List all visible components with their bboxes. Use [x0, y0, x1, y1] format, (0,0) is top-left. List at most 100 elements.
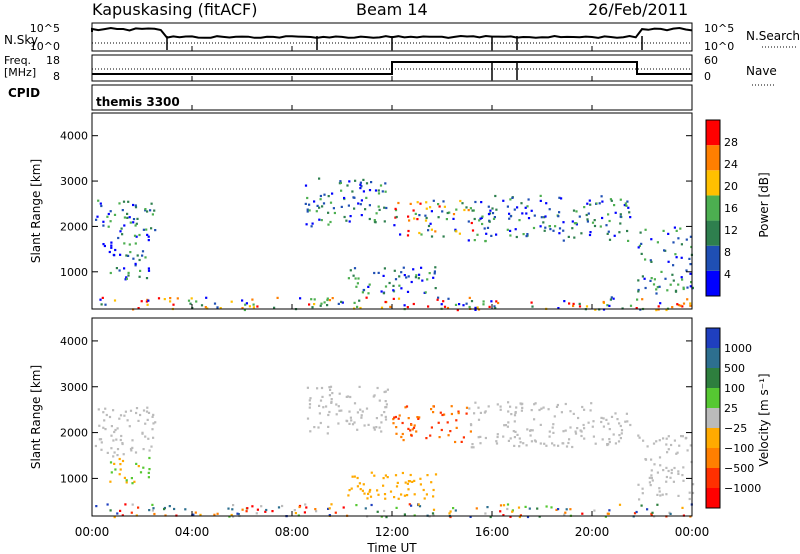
- power-cell: [599, 225, 602, 228]
- power-cell: [688, 257, 691, 260]
- velocity-cell: [353, 475, 356, 478]
- velocity-cell: [509, 437, 512, 440]
- velocity-cell: [582, 423, 585, 427]
- power-cell: [146, 210, 149, 213]
- power-cell: [359, 306, 362, 310]
- velocity-cell: [154, 421, 157, 424]
- power-cell: [129, 221, 132, 224]
- velocity-cell: [618, 434, 621, 437]
- power-cell: [573, 236, 576, 239]
- velocity-cell: [502, 435, 505, 438]
- velocity-cell: [425, 493, 428, 496]
- power-cell: [405, 276, 408, 279]
- velocity-cell: [116, 427, 119, 430]
- power-cell: [522, 233, 525, 236]
- power-cell: [359, 187, 362, 190]
- power-cell: [689, 304, 692, 307]
- colorbar-tick-label: 8: [724, 246, 731, 259]
- power-cell: [377, 205, 380, 208]
- power-cell: [474, 306, 477, 309]
- velocity-cell: [385, 403, 388, 406]
- velocity-cell: [641, 487, 644, 490]
- velocity-cell: [227, 507, 230, 510]
- power-cell: [204, 306, 207, 309]
- velocity-cell: [688, 497, 691, 501]
- power-cell: [635, 307, 638, 310]
- y-tick-label: 3000: [60, 175, 88, 188]
- velocity-cell: [691, 491, 695, 495]
- power-cell: [675, 229, 678, 232]
- power-cell: [671, 306, 674, 309]
- power-cell: [557, 307, 560, 310]
- velocity-cell: [129, 447, 133, 451]
- velocity-cell: [526, 515, 530, 519]
- power-cell: [681, 305, 684, 308]
- power-cell: [571, 227, 574, 230]
- y-tick-label: 2000: [60, 220, 88, 233]
- velocity-cell: [507, 421, 510, 424]
- velocity-cell: [112, 409, 115, 412]
- power-cell: [609, 298, 612, 301]
- velocity-cell: [383, 411, 386, 414]
- colorbar-segment: [706, 245, 720, 271]
- power-cell: [124, 278, 127, 281]
- power-cell: [331, 297, 334, 300]
- power-cell: [539, 225, 542, 228]
- velocity-cell: [413, 424, 416, 427]
- power-cell: [320, 219, 323, 222]
- velocity-cell: [335, 403, 338, 406]
- station-title: Kapuskasing (fitACF): [92, 0, 257, 19]
- power-cell: [163, 298, 166, 301]
- velocity-cell: [548, 430, 551, 433]
- velocity-cell: [432, 488, 435, 492]
- velocity-cell: [506, 503, 510, 506]
- power-cell: [119, 253, 122, 256]
- power-cell: [118, 202, 121, 205]
- velocity-cell: [265, 508, 268, 512]
- velocity-cell: [142, 466, 145, 469]
- power-cell: [638, 244, 641, 247]
- velocity-cell: [150, 445, 153, 448]
- velocity-cell: [507, 439, 510, 442]
- velocity-cell: [551, 442, 554, 445]
- velocity-cell: [375, 417, 378, 420]
- power-cell: [241, 307, 244, 310]
- velocity-cell: [592, 435, 595, 438]
- power-cell: [509, 234, 512, 237]
- velocity-cell: [606, 443, 609, 447]
- velocity-cell: [651, 511, 654, 514]
- power-cell: [526, 205, 529, 208]
- velocity-cell: [583, 408, 586, 411]
- power-cell: [626, 200, 629, 203]
- power-cell: [508, 212, 511, 215]
- power-cell: [575, 210, 578, 213]
- power-cell: [108, 250, 111, 254]
- power-cell: [399, 233, 402, 236]
- power-cell: [150, 202, 153, 205]
- velocity-cell: [110, 471, 113, 474]
- velocity-cell: [130, 477, 133, 480]
- power-cell: [669, 283, 672, 286]
- power-cell: [109, 210, 112, 213]
- velocity-cell: [441, 413, 444, 417]
- power-cell: [414, 276, 417, 279]
- power-cell: [373, 219, 376, 222]
- velocity-cell: [504, 424, 507, 427]
- power-cell: [548, 225, 551, 228]
- power-cell: [104, 303, 107, 306]
- power-cell: [470, 300, 474, 303]
- power-cell: [345, 219, 348, 222]
- nsearch-label: N.Search: [746, 29, 800, 43]
- velocity-cell: [637, 434, 640, 437]
- power-cell: [482, 300, 485, 303]
- velocity-cell: [601, 438, 604, 441]
- velocity-cell: [518, 437, 521, 440]
- power-cell: [394, 278, 398, 281]
- power-cell: [656, 286, 659, 289]
- velocity-cell: [330, 398, 333, 401]
- velocity-cell: [688, 491, 691, 494]
- power-cell: [491, 212, 495, 215]
- power-cell: [490, 300, 493, 303]
- power-cell: [310, 225, 313, 228]
- velocity-cell: [682, 466, 685, 469]
